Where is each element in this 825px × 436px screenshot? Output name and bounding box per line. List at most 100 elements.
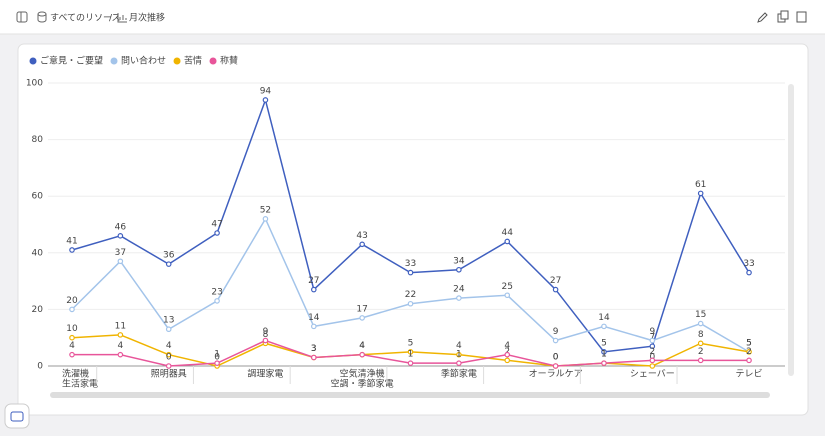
- data-label: 4: [69, 341, 75, 351]
- data-label: 1: [601, 350, 607, 360]
- data-label: 11: [115, 321, 126, 331]
- v-scrollbar[interactable]: [788, 84, 794, 376]
- point: [504, 351, 511, 358]
- point: [504, 292, 511, 299]
- point: [601, 349, 607, 355]
- point: [359, 315, 365, 321]
- data-label: 8: [698, 330, 704, 340]
- point: [697, 340, 704, 347]
- copy-icon-back: [780, 10, 789, 20]
- data-label: 14: [308, 313, 320, 323]
- data-label: 2: [698, 347, 704, 357]
- data-label: 23: [211, 287, 222, 297]
- legend-swatch: [110, 57, 118, 65]
- data-label: 37: [115, 248, 126, 258]
- point: [69, 334, 75, 341]
- data-label: 10: [66, 324, 78, 334]
- y-tick-label: 100: [26, 79, 43, 89]
- point: [601, 360, 607, 366]
- data-label: 0: [649, 353, 655, 363]
- point: [649, 337, 656, 344]
- data-label: 4: [117, 341, 123, 351]
- data-label: 13: [163, 316, 174, 326]
- data-label: 44: [502, 228, 514, 238]
- point: [117, 258, 124, 265]
- legend-swatch: [209, 57, 217, 65]
- data-label: 61: [695, 180, 706, 190]
- data-label: 1: [408, 350, 414, 360]
- x-tick-label: 空気清浄機: [340, 368, 385, 380]
- data-label: 9: [553, 327, 559, 337]
- breadcrumb-root[interactable]: すべてのリソース: [50, 13, 121, 24]
- y-tick-label: 80: [32, 135, 44, 145]
- point: [746, 269, 752, 276]
- data-label: 17: [356, 304, 367, 314]
- h-scrollbar[interactable]: [50, 392, 770, 398]
- chart-icon: [117, 13, 127, 23]
- breadcrumb-current: 月次推移: [129, 12, 165, 24]
- data-label: 0: [553, 353, 559, 363]
- sidebar-icon[interactable]: [16, 11, 28, 23]
- data-label: 41: [66, 236, 77, 246]
- point: [262, 337, 269, 344]
- data-label: 2: [746, 347, 752, 357]
- x-tick-label: 空調・季節家電: [331, 378, 394, 390]
- data-label: 8: [263, 330, 269, 340]
- point: [214, 230, 220, 236]
- y-tick-label: 40: [32, 248, 44, 258]
- point: [407, 349, 414, 355]
- x-tick-label: テレビ: [736, 369, 763, 380]
- export-icon[interactable]: [796, 11, 807, 23]
- data-label: 43: [356, 231, 367, 241]
- point: [697, 320, 704, 327]
- data-label: 33: [405, 259, 416, 269]
- point: [117, 233, 124, 239]
- point: [697, 357, 704, 364]
- point: [746, 357, 752, 364]
- x-tick-label: オーラルケア: [529, 369, 583, 380]
- point: [359, 241, 365, 248]
- data-label: 4: [456, 341, 462, 351]
- x-tick-label: 照明器具: [151, 369, 187, 380]
- data-label: 47: [211, 219, 222, 229]
- chart-card: [17, 43, 809, 416]
- data-label: 52: [260, 205, 271, 215]
- bot-button[interactable]: [4, 403, 30, 429]
- data-label: 5: [601, 338, 607, 348]
- point: [165, 261, 172, 267]
- point: [649, 363, 656, 369]
- data-label: 4: [504, 341, 510, 351]
- data-label: 33: [743, 259, 754, 269]
- data-label: 0: [553, 353, 559, 363]
- data-label: 22: [405, 290, 416, 300]
- data-label: 2: [649, 347, 655, 357]
- point: [407, 360, 414, 366]
- data-label: 7: [649, 333, 655, 343]
- bot-icon: [10, 411, 24, 422]
- point: [310, 354, 317, 361]
- point: [165, 351, 172, 358]
- data-label: 15: [695, 310, 706, 320]
- y-tick-label: 0: [37, 362, 43, 372]
- data-label: 5: [408, 338, 414, 348]
- point: [504, 357, 511, 364]
- data-label: 5: [746, 338, 752, 348]
- x-tick-label: 調理家電: [247, 368, 283, 380]
- data-label: 5: [746, 338, 752, 348]
- point: [262, 216, 269, 222]
- point: [117, 351, 124, 358]
- point: [165, 326, 172, 333]
- edit-icon[interactable]: [757, 12, 768, 23]
- point: [262, 97, 269, 103]
- data-label: 4: [359, 341, 365, 351]
- point: [69, 247, 75, 253]
- x-tick-label: 生活家電: [62, 378, 98, 390]
- point: [552, 286, 559, 293]
- point: [407, 269, 414, 276]
- legend-label: 問い合わせ: [121, 55, 166, 67]
- point: [456, 360, 462, 366]
- point: [601, 323, 607, 330]
- legend-swatch: [173, 57, 181, 65]
- data-label: 20: [66, 296, 78, 306]
